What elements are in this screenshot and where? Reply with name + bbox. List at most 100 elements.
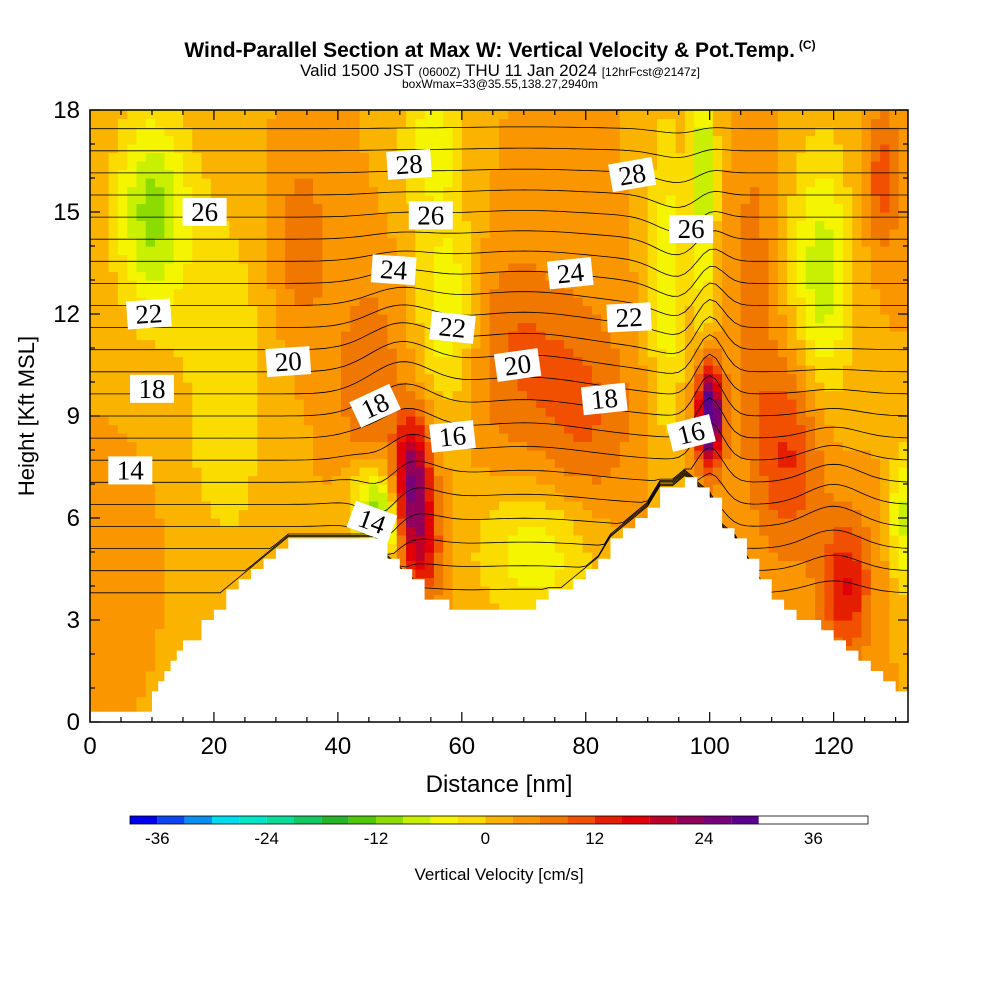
velocity-cell — [564, 552, 574, 562]
velocity-cell — [90, 586, 100, 596]
velocity-cell — [192, 348, 203, 358]
velocity-cell — [712, 118, 723, 128]
velocity-cell — [638, 229, 649, 239]
velocity-cell — [666, 169, 677, 179]
velocity-cell — [294, 458, 305, 468]
velocity-cell — [117, 569, 128, 579]
velocity-cell — [359, 152, 370, 162]
velocity-cell — [238, 263, 249, 273]
velocity-cell — [396, 220, 407, 230]
velocity-cell — [424, 373, 435, 383]
velocity-cell — [303, 195, 314, 205]
velocity-cell — [220, 501, 231, 511]
velocity-cell — [192, 246, 203, 256]
velocity-cell — [610, 348, 621, 358]
velocity-cell — [210, 467, 221, 477]
velocity-cell — [331, 305, 342, 315]
velocity-cell — [508, 560, 519, 570]
velocity-cell — [378, 458, 389, 468]
velocity-cell — [722, 161, 732, 171]
velocity-cell — [666, 288, 677, 298]
velocity-cell — [257, 356, 268, 366]
velocity-cell — [322, 271, 333, 281]
velocity-cell — [601, 135, 612, 145]
velocity-cell — [331, 424, 342, 434]
velocity-cell — [573, 467, 584, 477]
velocity-cell — [108, 356, 119, 366]
velocity-cell — [536, 484, 547, 494]
velocity-cell — [285, 339, 296, 349]
velocity-cell — [480, 297, 491, 307]
velocity-cell — [201, 135, 212, 145]
velocity-cell — [508, 603, 519, 613]
velocity-cell — [108, 671, 119, 681]
velocity-cell — [684, 297, 695, 307]
velocity-cell — [136, 611, 147, 621]
velocity-cell — [564, 127, 574, 137]
velocity-cell — [108, 178, 119, 188]
velocity-cell — [182, 229, 193, 239]
velocity-cell — [564, 424, 574, 434]
velocity-cell — [210, 458, 221, 468]
velocity-cell — [480, 373, 491, 383]
velocity-cell — [192, 467, 203, 477]
velocity-cell — [489, 280, 500, 290]
velocity-cell — [210, 526, 221, 536]
velocity-cell — [526, 399, 537, 409]
velocity-cell — [508, 178, 519, 188]
velocity-cell — [499, 594, 509, 604]
velocity-cell — [657, 263, 667, 273]
velocity-cell — [99, 705, 110, 715]
velocity-cell — [526, 467, 537, 477]
velocity-cell — [331, 263, 342, 273]
velocity-cell — [99, 475, 110, 485]
velocity-cell — [573, 382, 584, 392]
velocity-cell — [489, 458, 500, 468]
velocity-cell — [722, 501, 732, 511]
velocity-cell — [229, 518, 240, 528]
velocity-cell — [173, 322, 184, 332]
velocity-cell — [220, 169, 231, 179]
velocity-cell — [471, 110, 482, 120]
velocity-cell — [192, 628, 203, 638]
velocity-cell — [210, 509, 221, 519]
velocity-cell — [461, 237, 472, 247]
velocity-cell — [508, 220, 519, 230]
velocity-cell — [201, 229, 212, 239]
velocity-cell — [443, 458, 454, 468]
velocity-cell — [108, 407, 119, 417]
velocity-cell — [545, 348, 556, 358]
velocity-cell — [545, 297, 556, 307]
velocity-cell — [526, 178, 537, 188]
velocity-cell — [359, 484, 370, 494]
velocity-cell — [443, 254, 454, 264]
velocity-cell — [684, 339, 695, 349]
velocity-cell — [182, 535, 193, 545]
velocity-cell — [582, 186, 593, 196]
velocity-cell — [443, 577, 454, 587]
velocity-cell — [712, 484, 723, 494]
velocity-cell — [536, 280, 547, 290]
velocity-cell — [285, 110, 296, 120]
velocity-cell — [647, 212, 658, 222]
velocity-cell — [108, 288, 119, 298]
velocity-cell — [136, 518, 147, 528]
velocity-cell — [266, 382, 277, 392]
velocity-cell — [155, 195, 165, 205]
velocity-cell — [173, 450, 184, 460]
velocity-cell — [359, 365, 370, 375]
velocity-cell — [471, 169, 482, 179]
velocity-cell — [619, 237, 630, 247]
velocity-cell — [545, 484, 556, 494]
velocity-cell — [499, 348, 509, 358]
velocity-cell — [182, 254, 193, 264]
velocity-cell — [90, 645, 100, 655]
velocity-cell — [108, 535, 119, 545]
velocity-cell — [499, 288, 509, 298]
velocity-cell — [666, 348, 677, 358]
velocity-cell — [508, 407, 519, 417]
velocity-cell — [359, 186, 370, 196]
velocity-cell — [406, 535, 416, 545]
velocity-cell — [220, 322, 231, 332]
velocity-cell — [220, 263, 231, 273]
